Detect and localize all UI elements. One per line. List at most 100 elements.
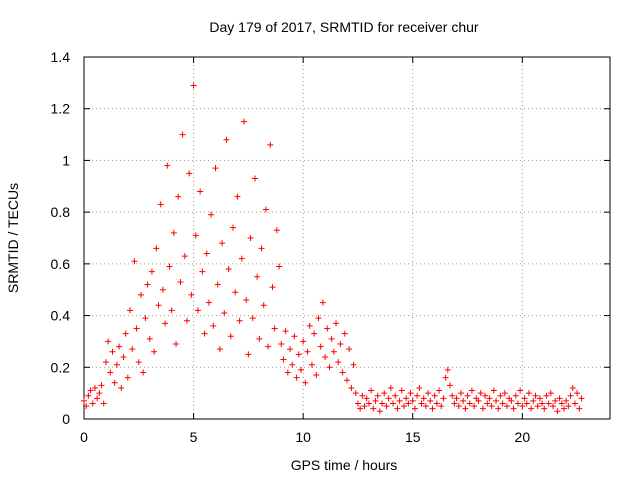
data-point <box>348 384 355 391</box>
data-point <box>525 390 532 397</box>
data-point <box>376 408 383 415</box>
data-point <box>396 397 403 404</box>
data-point <box>280 356 287 363</box>
data-point <box>392 392 399 399</box>
data-point <box>219 240 226 247</box>
data-point <box>503 403 510 410</box>
data-point <box>574 390 581 397</box>
data-point <box>550 403 557 410</box>
data-point <box>190 82 197 89</box>
data-point <box>85 392 92 399</box>
data-point <box>166 263 173 270</box>
data-point <box>464 392 471 399</box>
data-point <box>278 341 285 348</box>
data-point <box>545 400 552 407</box>
data-point <box>179 131 186 138</box>
grid <box>84 57 610 419</box>
data-point <box>265 343 272 350</box>
data-point <box>91 384 98 391</box>
data-point <box>488 403 495 410</box>
data-point <box>394 405 401 412</box>
data-point <box>536 395 543 402</box>
data-point <box>368 387 375 394</box>
data-point <box>346 346 353 353</box>
data-point <box>495 405 502 412</box>
data-point <box>447 382 454 389</box>
data-point <box>379 400 386 407</box>
data-point <box>416 384 423 391</box>
data-point <box>260 302 267 309</box>
data-point <box>387 384 394 391</box>
data-point <box>576 405 583 412</box>
data-point <box>118 384 125 391</box>
data-point <box>552 397 559 404</box>
y-tick-label: 1 <box>62 152 70 168</box>
data-point <box>558 400 565 407</box>
data-point <box>109 348 116 355</box>
data-point <box>247 235 254 241</box>
data-point <box>420 395 427 402</box>
data-point <box>335 359 342 366</box>
data-point <box>565 403 572 410</box>
data-point <box>563 397 570 404</box>
data-point <box>94 395 101 402</box>
data-point <box>144 281 151 288</box>
data-point <box>337 341 344 348</box>
data-point <box>192 232 199 239</box>
data-point <box>330 348 337 355</box>
data-point <box>289 361 296 368</box>
data-point <box>287 346 294 353</box>
ticks <box>83 56 610 420</box>
data-point <box>282 328 289 335</box>
data-point <box>471 403 478 410</box>
data-point <box>308 361 315 368</box>
data-point <box>317 343 324 350</box>
data-point <box>569 384 576 391</box>
data-point <box>98 382 105 389</box>
data-point <box>328 335 335 342</box>
data-point <box>170 229 177 236</box>
data-point <box>313 372 320 379</box>
data-point <box>370 405 377 412</box>
data-point <box>497 392 504 399</box>
data-point <box>293 374 300 381</box>
data-point <box>186 170 193 177</box>
data-point <box>523 400 530 407</box>
data-point <box>466 400 473 407</box>
tick-labels: 0 0.2 0.4 0.6 0.8 1 1.2 1.4 0 5 10 15 20 <box>51 49 531 445</box>
data-point <box>300 338 307 345</box>
data-point <box>560 405 567 412</box>
data-point <box>133 325 140 332</box>
data-point <box>571 400 578 407</box>
data-point <box>398 387 405 394</box>
data-point <box>223 136 230 143</box>
data-point <box>194 307 201 314</box>
data-point <box>315 315 322 322</box>
data-point <box>383 403 390 410</box>
data-point <box>208 211 215 218</box>
x-tick-label: 5 <box>190 429 198 445</box>
data-point <box>322 353 329 360</box>
data-point <box>162 320 169 327</box>
data-point <box>304 348 311 355</box>
data-point <box>311 330 318 337</box>
data-point <box>567 392 574 399</box>
data-point <box>339 369 346 376</box>
data-point <box>484 400 491 407</box>
data-point <box>306 322 313 329</box>
data-point <box>517 387 524 394</box>
data-point <box>291 333 298 340</box>
data-point <box>486 395 493 402</box>
data-point <box>357 405 364 412</box>
data-point <box>124 374 131 381</box>
data-point <box>173 341 180 348</box>
data-point <box>107 369 114 376</box>
data-point <box>214 281 221 288</box>
data-point <box>232 289 239 296</box>
data-point <box>240 118 247 125</box>
data-point <box>442 374 449 381</box>
y-tick-label: 1.4 <box>51 49 71 65</box>
data-point <box>381 390 388 397</box>
data-point <box>530 397 537 404</box>
data-point <box>230 224 237 231</box>
